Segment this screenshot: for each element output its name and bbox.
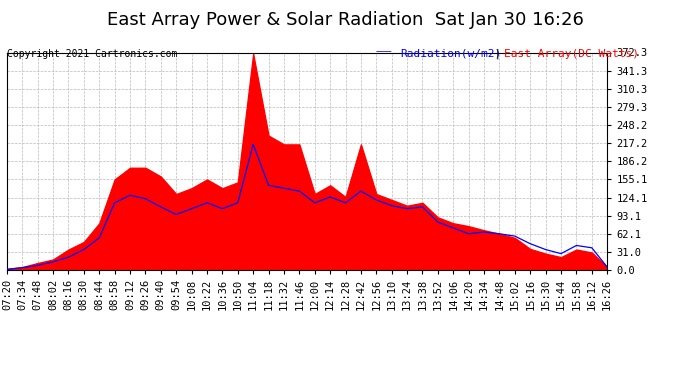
Text: Radiation(w/m2): Radiation(w/m2) — [400, 49, 502, 59]
Text: East Array(DC Watts): East Array(DC Watts) — [504, 49, 639, 59]
Text: East Array Power & Solar Radiation  Sat Jan 30 16:26: East Array Power & Solar Radiation Sat J… — [106, 11, 584, 29]
Text: |: | — [495, 49, 499, 59]
Text: ——: —— — [376, 47, 393, 56]
Text: Copyright 2021 Cartronics.com: Copyright 2021 Cartronics.com — [7, 49, 177, 59]
